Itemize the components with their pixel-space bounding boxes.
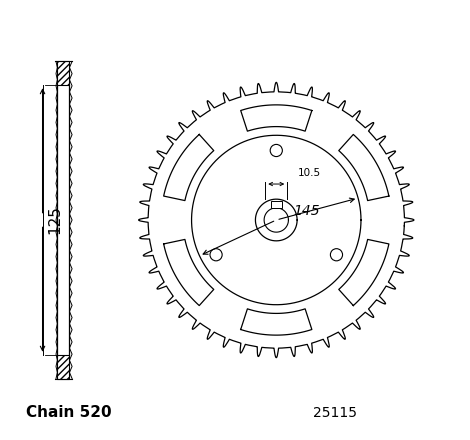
Text: Chain 520: Chain 520: [26, 405, 112, 420]
Bar: [57, 62, 70, 85]
Text: 10.5: 10.5: [298, 168, 321, 177]
Bar: [57, 355, 70, 378]
Text: 25115: 25115: [313, 406, 357, 420]
Text: 125: 125: [48, 205, 63, 235]
Bar: [271, 201, 282, 208]
Text: 145: 145: [294, 204, 320, 218]
